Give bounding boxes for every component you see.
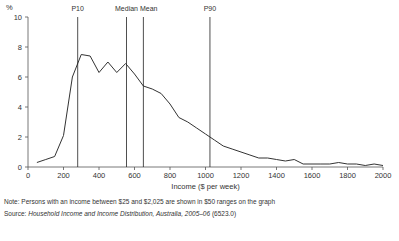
x-tick	[383, 167, 384, 170]
x-tick	[276, 167, 277, 170]
x-tick-label: 1000	[197, 171, 214, 180]
y-axis	[28, 17, 29, 167]
y-tick-label: 4	[18, 103, 22, 112]
y-tick-label: 2	[18, 133, 22, 142]
x-tick-label: 200	[57, 171, 70, 180]
x-tick	[99, 167, 100, 170]
x-axis-label: Income ($ per week)	[171, 182, 240, 191]
x-tick	[312, 167, 313, 170]
source: Source: Household Income and Income Dist…	[4, 210, 236, 218]
plot-area	[37, 17, 383, 167]
y-tick	[25, 167, 28, 168]
x-tick-label: 800	[164, 171, 177, 180]
y-tick-label: 6	[18, 73, 22, 82]
x-tick-label: 600	[128, 171, 141, 180]
reference-label: Median	[115, 5, 138, 12]
y-tick	[25, 137, 28, 138]
reference-line	[143, 17, 144, 167]
reference-line	[209, 17, 210, 167]
reference-label: Mean	[140, 5, 158, 12]
y-tick	[25, 17, 28, 18]
reference-line	[77, 17, 78, 167]
x-tick	[205, 167, 206, 170]
x-tick	[347, 167, 348, 170]
source-part: Source:	[4, 210, 28, 217]
x-tick	[28, 167, 29, 170]
x-tick-label: 1400	[268, 171, 285, 180]
x-tick	[63, 167, 64, 170]
reference-label: P90	[204, 5, 217, 12]
y-tick-label: 0	[18, 163, 22, 172]
y-tick	[25, 47, 28, 48]
reference-line	[126, 17, 127, 167]
reference-label: P10	[71, 5, 84, 12]
y-tick	[25, 77, 28, 78]
x-tick	[241, 167, 242, 170]
x-tick	[170, 167, 171, 170]
x-tick	[134, 167, 135, 170]
y-tick-label: 10	[14, 13, 22, 22]
x-tick-label: 1200	[233, 171, 250, 180]
x-tick-label: 1600	[304, 171, 321, 180]
y-tick	[25, 107, 28, 108]
note: Note: Persons with an income between $25…	[4, 198, 275, 206]
y-axis-label: %	[6, 3, 13, 12]
x-tick-label: 1800	[339, 171, 356, 180]
x-tick-label: 2000	[375, 171, 392, 180]
source-part: (6523.0)	[210, 210, 236, 218]
x-tick-label: 0	[26, 171, 30, 180]
y-tick-label: 8	[18, 43, 22, 52]
x-tick-label: 400	[93, 171, 106, 180]
source-part: Household Income and Income Distribution…	[28, 210, 210, 217]
